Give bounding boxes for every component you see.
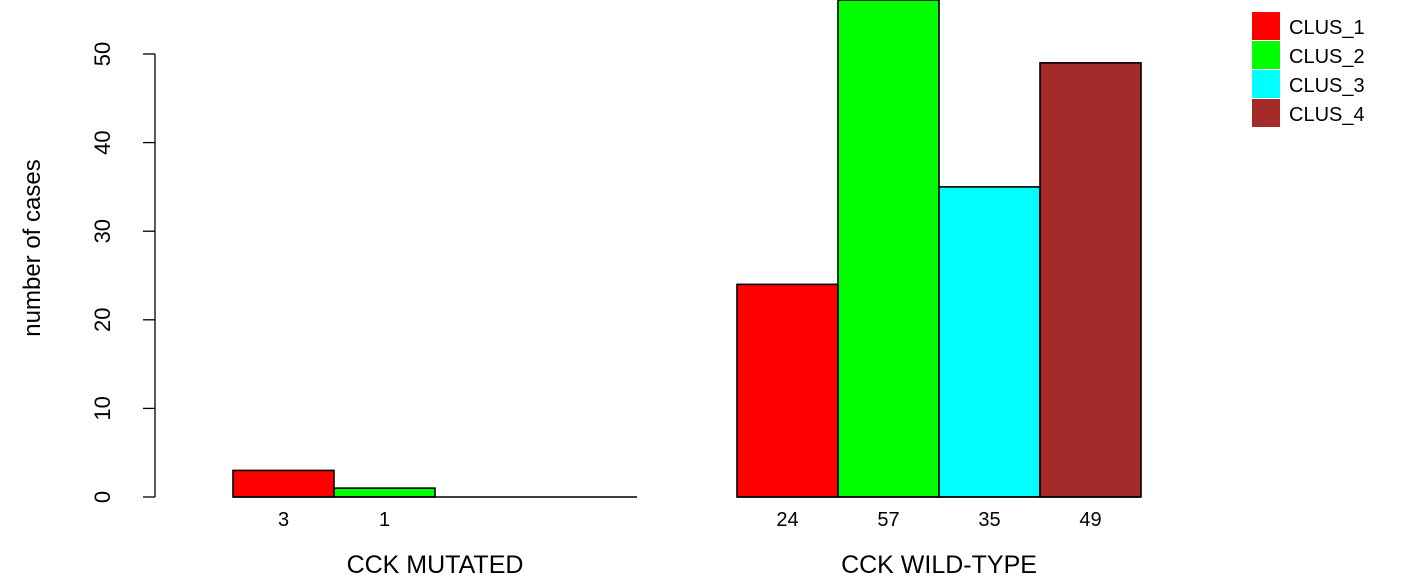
legend-label: CLUS_3 (1289, 75, 1365, 97)
bars (232, 0, 1142, 498)
legend-label: CLUS_4 (1289, 104, 1365, 126)
bar-value-label: 24 (776, 509, 798, 531)
group-label: CCK MUTATED (347, 551, 524, 579)
y-tick-label: 0 (90, 491, 115, 503)
legend-swatch (1252, 41, 1280, 69)
y-axis-title: number of cases (19, 159, 46, 336)
bar-clus-1-2 (736, 283, 839, 498)
y-tick-label: 10 (90, 396, 115, 420)
group-labels: CCK MUTATED CCK WILD-TYPE (347, 551, 1037, 579)
bar-clus-4-2 (1039, 62, 1142, 498)
bar-value-label: 3 (278, 509, 289, 531)
bar-value-label: 35 (978, 509, 1000, 531)
bar-value-label: 1 (379, 509, 390, 531)
legend-label: CLUS_2 (1289, 46, 1365, 68)
y-tick-label: 30 (90, 219, 115, 243)
bar-clus-2-1 (333, 487, 436, 498)
y-tick-label: 50 (90, 42, 115, 66)
bar-clus-3-2 (938, 186, 1041, 498)
group-label: CCK WILD-TYPE (841, 551, 1037, 579)
legend-swatch (1252, 70, 1280, 98)
bar-value-label: 57 (877, 509, 899, 531)
legend: CLUS_1 CLUS_2 CLUS_3 CLUS_4 (1252, 12, 1365, 127)
legend-label: CLUS_1 (1289, 17, 1365, 39)
data-labels: 3 1 24 57 35 49 (278, 509, 1102, 531)
y-tick-label: 20 (90, 308, 115, 332)
legend-swatch (1252, 99, 1280, 127)
bar-clus-1-1 (232, 469, 335, 498)
bar-clus-2-2 (837, 0, 940, 498)
legend-swatch (1252, 12, 1280, 40)
y-axis: 0 10 20 30 40 50 (90, 42, 156, 503)
bar-value-label: 49 (1079, 509, 1101, 531)
y-tick-label: 40 (90, 130, 115, 154)
